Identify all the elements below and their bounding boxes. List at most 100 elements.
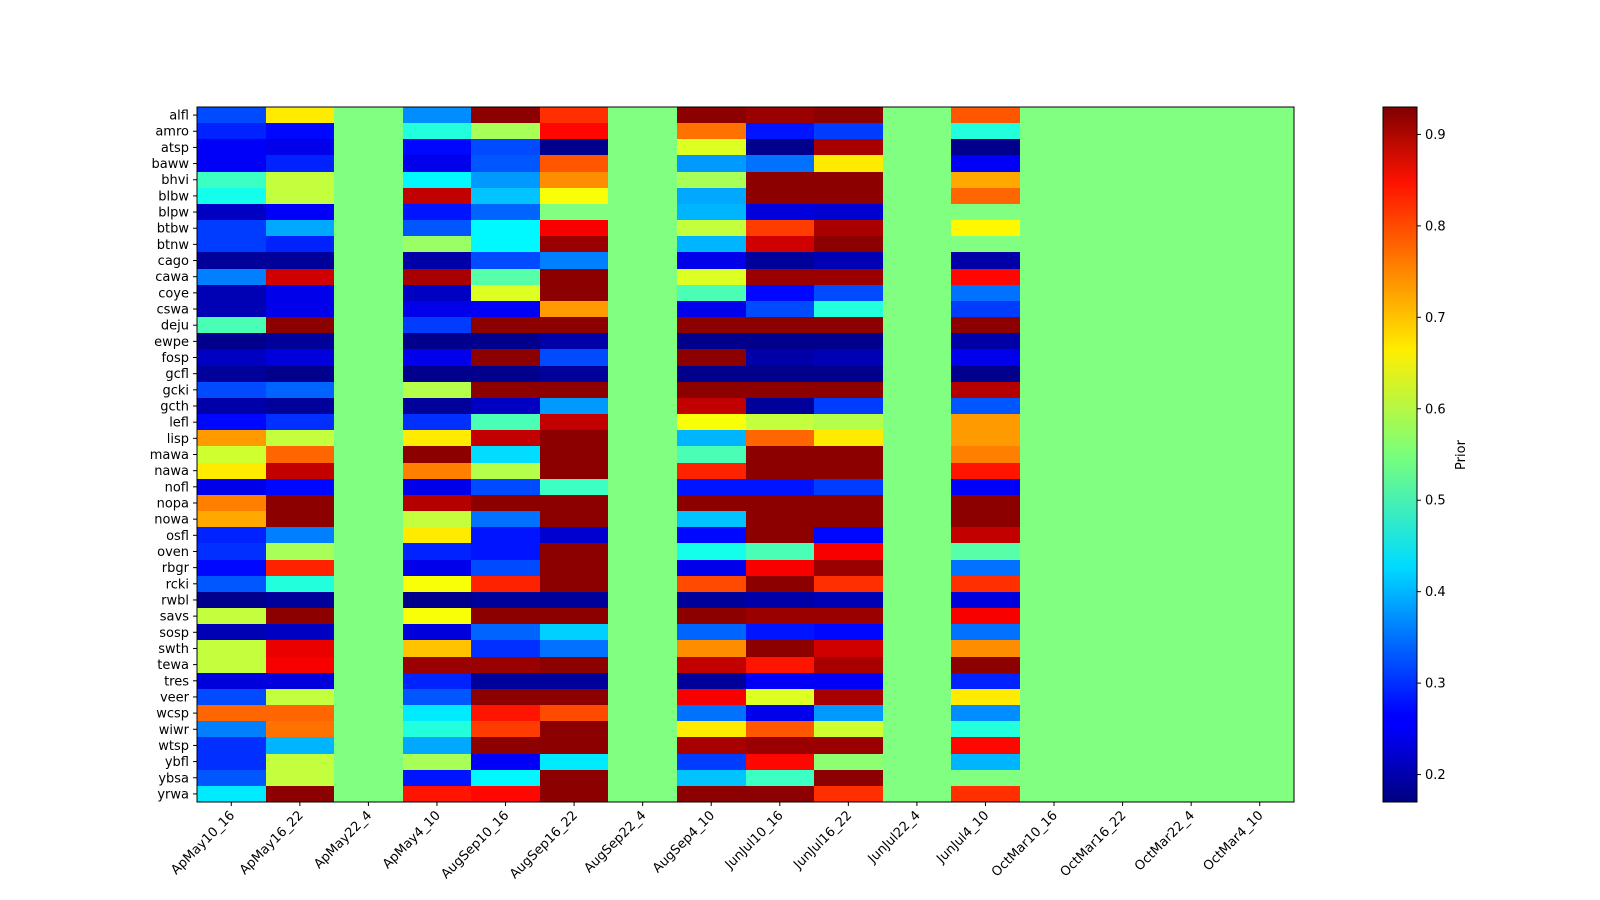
heatmap-cell bbox=[197, 511, 267, 528]
heatmap-cell bbox=[334, 188, 404, 205]
heatmap-cell bbox=[608, 592, 678, 609]
heatmap-cell bbox=[266, 398, 335, 415]
heatmap-cell bbox=[1157, 204, 1226, 221]
heatmap-cell bbox=[266, 689, 335, 706]
heatmap-cell bbox=[471, 236, 541, 253]
heatmap-cell bbox=[197, 139, 267, 156]
heatmap-cell bbox=[334, 640, 404, 658]
heatmap-cell bbox=[1157, 236, 1226, 253]
heatmap-cell bbox=[746, 689, 815, 706]
heatmap-cell bbox=[266, 770, 335, 787]
heatmap-cell bbox=[1157, 317, 1226, 334]
heatmap-cell bbox=[1157, 220, 1226, 237]
heatmap-cell bbox=[197, 689, 267, 706]
colorbar: 0.2 0.3 0.4 0.5 0.6 0.7 0.8 0.9 Prior bbox=[1382, 106, 1469, 803]
heatmap-cell bbox=[608, 527, 678, 544]
heatmap-cell bbox=[334, 269, 404, 286]
heatmap-cell bbox=[883, 398, 952, 415]
heatmap-cell bbox=[677, 398, 747, 415]
heatmap-cell bbox=[677, 301, 747, 318]
heatmap-cell bbox=[471, 204, 541, 221]
heatmap-cell bbox=[197, 333, 267, 350]
heatmap-cell bbox=[677, 139, 747, 156]
heatmap-cell bbox=[471, 269, 541, 286]
x-tick-label: OctMar4_10 bbox=[1201, 808, 1267, 874]
heatmap-cell bbox=[608, 446, 678, 464]
heatmap-cell bbox=[1088, 754, 1158, 771]
heatmap-cell bbox=[814, 689, 884, 706]
heatmap-cell bbox=[334, 786, 404, 803]
heatmap-cell bbox=[403, 689, 472, 706]
heatmap-cell bbox=[1225, 430, 1295, 447]
heatmap-cell bbox=[1088, 608, 1158, 625]
heatmap-cell bbox=[951, 737, 1021, 755]
heatmap-cell bbox=[608, 511, 678, 528]
heatmap-cell bbox=[951, 511, 1021, 528]
heatmap-cell bbox=[951, 576, 1021, 593]
heatmap-cell bbox=[814, 333, 884, 350]
heatmap-cell bbox=[334, 705, 404, 722]
heatmap-cell bbox=[403, 139, 472, 156]
heatmap-cell bbox=[1157, 770, 1226, 787]
heatmap-cell bbox=[951, 107, 1021, 124]
heatmap-cell bbox=[814, 721, 884, 738]
heatmap-cell bbox=[1020, 269, 1089, 286]
heatmap-cell bbox=[1157, 285, 1226, 302]
heatmap-cell bbox=[746, 640, 815, 658]
heatmap-cell bbox=[608, 543, 678, 561]
heatmap-cell bbox=[608, 689, 678, 706]
heatmap-cell bbox=[746, 285, 815, 302]
heatmap-cell bbox=[814, 382, 884, 399]
heatmap-cell bbox=[883, 446, 952, 464]
heatmap-cell bbox=[540, 172, 609, 189]
heatmap-cell bbox=[266, 220, 335, 237]
heatmap-cell bbox=[951, 123, 1021, 140]
heatmap-cell bbox=[471, 252, 541, 270]
heatmap-cell bbox=[608, 754, 678, 771]
heatmap-cell bbox=[951, 705, 1021, 722]
heatmap-cell bbox=[197, 398, 267, 415]
heatmap-cell bbox=[883, 543, 952, 561]
heatmap-cell bbox=[1225, 236, 1295, 253]
heatmap-cell bbox=[197, 673, 267, 690]
heatmap-cell bbox=[266, 721, 335, 738]
heatmap-cell bbox=[1225, 495, 1295, 512]
heatmap-cell bbox=[814, 511, 884, 528]
x-tick-label: AugSep16_22 bbox=[507, 808, 581, 882]
heatmap-cell bbox=[266, 172, 335, 189]
heatmap-cell bbox=[197, 301, 267, 318]
heatmap-cell bbox=[746, 770, 815, 787]
heatmap-cell bbox=[1088, 657, 1158, 674]
y-tick-label: btbw bbox=[157, 222, 190, 237]
y-tick-label: oven bbox=[157, 545, 189, 560]
heatmap-cell bbox=[677, 107, 747, 124]
heatmap-cell bbox=[403, 657, 472, 674]
heatmap-cell bbox=[951, 252, 1021, 270]
heatmap-cell bbox=[951, 366, 1021, 383]
heatmap-cell bbox=[814, 592, 884, 609]
heatmap-cell bbox=[746, 673, 815, 690]
heatmap-cell bbox=[883, 511, 952, 528]
heatmap-cell bbox=[334, 139, 404, 156]
heatmap-cell bbox=[677, 366, 747, 383]
heatmap-cell bbox=[1020, 155, 1089, 173]
heatmap-cell bbox=[746, 366, 815, 383]
x-tick-label: OctMar10_16 bbox=[989, 808, 1061, 880]
heatmap-cell bbox=[814, 301, 884, 318]
heatmap-cell bbox=[197, 705, 267, 722]
heatmap-cell bbox=[540, 463, 609, 480]
heatmap-cell bbox=[403, 527, 472, 544]
heatmap-cell bbox=[197, 640, 267, 658]
heatmap-cell bbox=[883, 657, 952, 674]
heatmap-cell bbox=[540, 511, 609, 528]
heatmap-cell bbox=[471, 430, 541, 447]
heatmap-cell bbox=[608, 705, 678, 722]
x-tick-label: ApMay4_10 bbox=[380, 808, 444, 872]
heatmap-cell bbox=[1088, 770, 1158, 787]
heatmap-cell bbox=[403, 673, 472, 690]
heatmap-cell bbox=[197, 123, 267, 140]
heatmap-cell bbox=[677, 188, 747, 205]
heatmap-cell bbox=[1088, 446, 1158, 464]
heatmap-cell bbox=[403, 592, 472, 609]
heatmap-cell bbox=[334, 366, 404, 383]
